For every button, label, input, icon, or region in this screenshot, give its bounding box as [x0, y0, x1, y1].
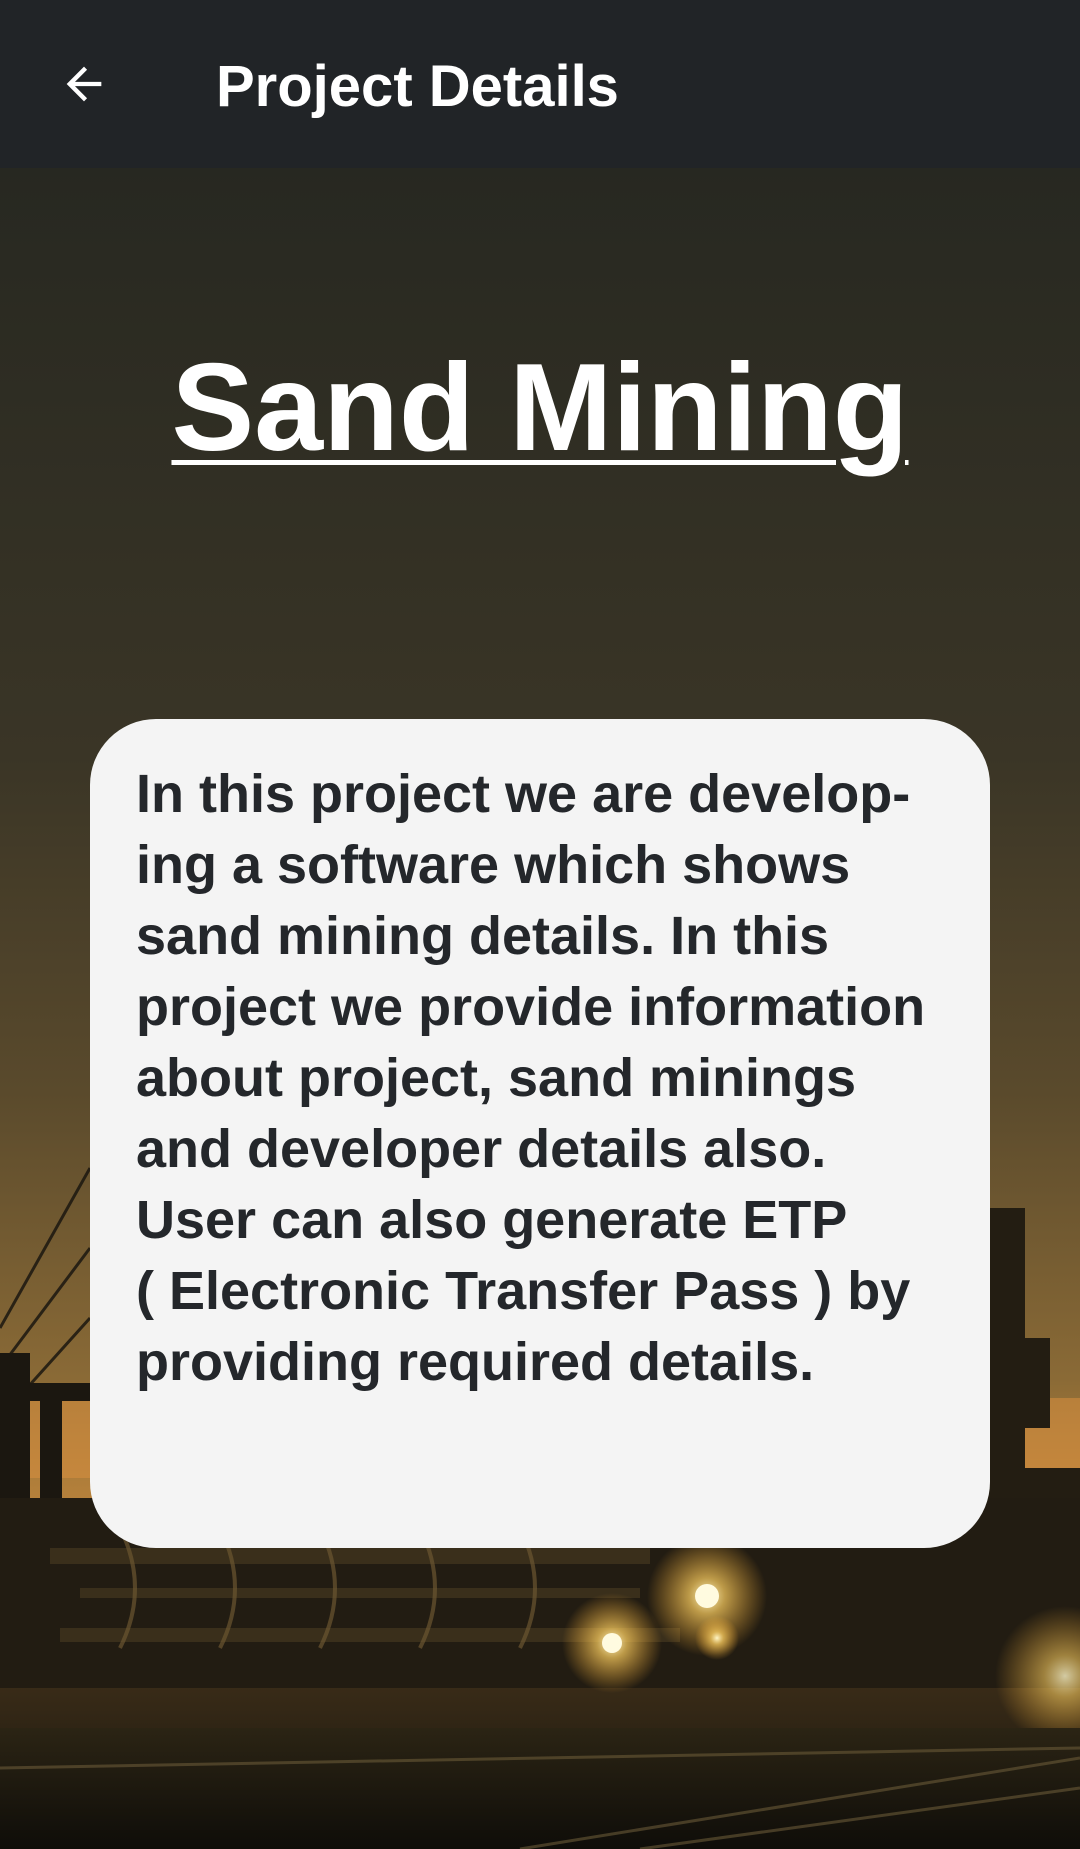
description-line: sand mining details. In this: [136, 906, 830, 966]
description-line: project we provide information: [136, 977, 926, 1037]
description-line: about project, sand minings: [136, 1048, 857, 1108]
description-line: In this project we are develop-: [136, 764, 911, 824]
description-line: ing a software which shows: [136, 835, 851, 895]
description-line: User can also generate ETP: [136, 1190, 848, 1250]
project-description: In this project we are develop- ing a so…: [136, 759, 960, 1398]
app-bar-title: Project Details: [216, 54, 619, 119]
description-line: and developer details also.: [136, 1119, 827, 1179]
app-bar: Project Details: [0, 0, 1080, 168]
description-card: In this project we are develop- ing a so…: [90, 719, 990, 1548]
description-line: providing required details.: [136, 1332, 815, 1392]
back-button[interactable]: [52, 52, 116, 116]
arrow-left-icon: [66, 66, 102, 102]
page-title: Sand Mining: [171, 339, 909, 477]
description-line: ( Electronic Transfer Pass ) by: [136, 1261, 911, 1321]
